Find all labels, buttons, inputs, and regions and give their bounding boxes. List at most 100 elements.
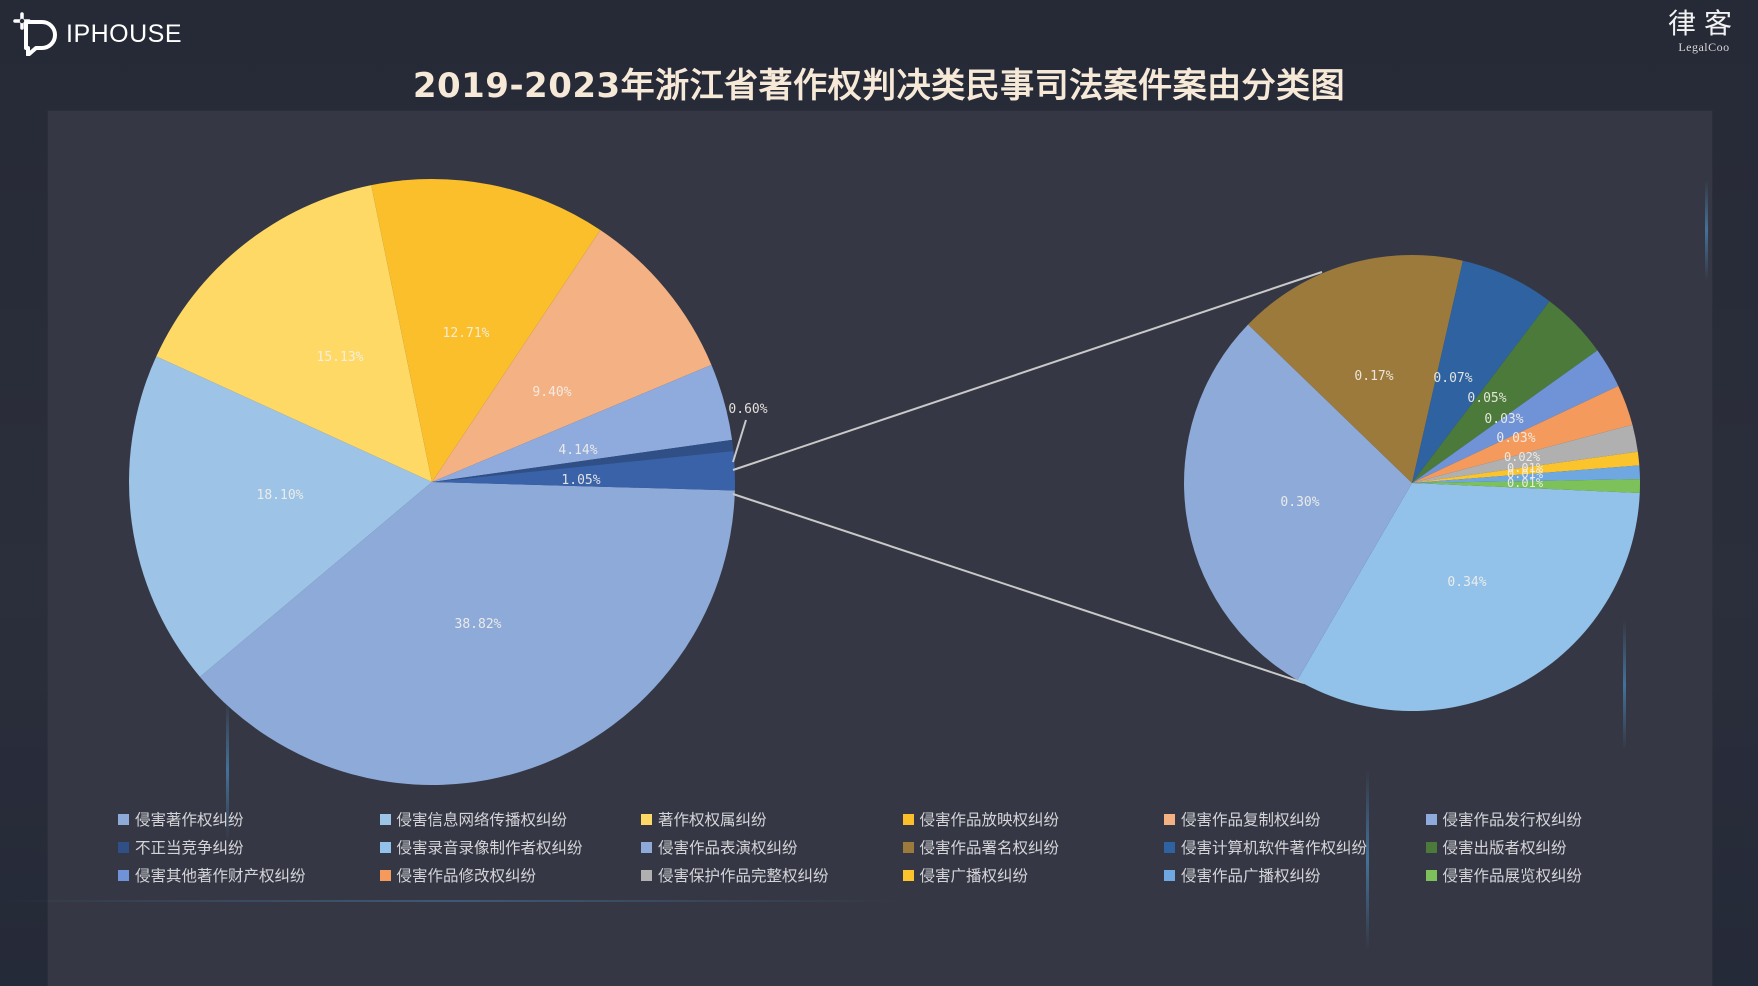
legend-item: 侵害作品放映权纠纷 (902, 808, 1165, 830)
legend-label: 侵害作品发行权纠纷 (1442, 811, 1583, 829)
legend-swatch (902, 841, 914, 853)
legend-swatch (379, 841, 391, 853)
legend-item: 侵害作品复制权纠纷 (1164, 808, 1426, 830)
legend-label: 不正当竞争纠纷 (135, 839, 244, 857)
decorative-glow-line (226, 700, 229, 840)
legend-item: 侵害其他著作财产权纠纷 (118, 864, 380, 886)
legend-label: 侵害广播权纠纷 (919, 867, 1029, 885)
legend-swatch (118, 869, 129, 881)
legend-label: 侵害保护作品完整权纠纷 (658, 867, 829, 885)
slice-label: 38.82% (455, 617, 502, 632)
slice-label: 0.07% (1433, 371, 1472, 386)
legend-label: 侵害出版者权纠纷 (1442, 839, 1567, 857)
legend-swatch (641, 869, 652, 881)
legend-item: 侵害作品修改权纠纷 (379, 864, 642, 886)
legend-item: 侵害计算机软件著作权纠纷 (1164, 836, 1426, 858)
legend-item: 侵害作品署名权纠纷 (902, 836, 1165, 858)
slice-label: 0.01% (1507, 461, 1544, 475)
legend-label: 著作权权属纠纷 (658, 811, 767, 829)
secondary-pie-slice (1184, 324, 1412, 681)
slice-label: 0.03% (1496, 431, 1535, 446)
legend-swatch (118, 813, 129, 825)
decorative-glow-line (1366, 770, 1369, 950)
legend-swatch (1164, 813, 1175, 825)
secondary-pie-slice (1412, 479, 1640, 493)
legend-item: 侵害作品广播权纠纷 (1164, 864, 1426, 886)
iphouse-logo: IPHOUSE (12, 12, 182, 56)
decorative-glow-line (0, 900, 900, 902)
pie-slice (432, 364, 733, 482)
legend-item: 著作权权属纠纷 (641, 808, 903, 830)
brand-cn: 律客 (1667, 7, 1740, 40)
slice-label: 0.34% (1447, 575, 1486, 590)
chart-legend: 侵害著作权纠纷 侵害信息网络传播权纠纷 著作权权属纠纷 侵害作品放映权纠纷 侵害作品复制… (118, 808, 1678, 886)
legend-label: 侵害作品展览权纠纷 (1442, 867, 1583, 885)
legend-label: 侵害作品广播权纠纷 (1181, 867, 1321, 885)
legend-item: 侵害保护作品完整权纠纷 (641, 864, 903, 886)
legend-swatch (902, 869, 914, 881)
decorative-glow-line (1705, 180, 1708, 280)
legend-item: 侵害录音录像制作者权纠纷 (379, 836, 642, 858)
pie-slice (432, 230, 712, 482)
legend-label: 侵害作品表演权纠纷 (658, 839, 798, 857)
legend-item: 侵害著作权纠纷 (118, 808, 380, 830)
legend-item: 不正当竞争纠纷 (118, 836, 380, 858)
slice-label: 0.60% (728, 402, 767, 417)
secondary-pie-slice (1412, 424, 1638, 483)
decorative-glow-line (1623, 620, 1626, 750)
slice-label: 12.71% (443, 326, 490, 341)
legend-swatch (1425, 869, 1437, 881)
secondary-pie (1184, 254, 1640, 711)
legend-item: 侵害出版者权纠纷 (1425, 836, 1688, 858)
legend-label: 侵害其他著作财产权纠纷 (135, 867, 306, 885)
pie-slice (432, 451, 735, 491)
legend-item: 侵害广播权纠纷 (902, 864, 1165, 886)
legend-swatch (641, 813, 652, 825)
slice-label: 0.01% (1507, 467, 1544, 481)
legend-label: 侵害信息网络传播权纠纷 (396, 811, 568, 829)
main-pie (129, 179, 735, 785)
slice-label: 15.13% (317, 350, 364, 365)
slice-label: 4.14% (558, 443, 597, 458)
pie-slice (129, 356, 432, 677)
legend-swatch (902, 813, 914, 825)
slice-label: 18.10% (257, 488, 304, 503)
pie-slice (156, 185, 432, 482)
brand-en: LegalCoo (1678, 40, 1730, 54)
legend-item: 侵害作品表演权纠纷 (641, 836, 903, 858)
secondary-pie-slice (1297, 483, 1640, 711)
legend-item: 侵害作品展览权纠纷 (1425, 864, 1688, 886)
legend-swatch (1425, 813, 1437, 825)
pie-slice (371, 179, 601, 483)
slice-label: 1.05% (561, 473, 600, 488)
legend-swatch (641, 841, 652, 853)
legend-item: 侵害信息网络传播权纠纷 (379, 808, 642, 830)
slice-label: 0.03% (1484, 412, 1523, 427)
legalcoo-brand: 律客 LegalCoo (1668, 8, 1740, 55)
legend-label: 侵害作品修改权纠纷 (396, 867, 537, 885)
legend-swatch (1164, 869, 1175, 881)
legend-item: 侵害作品发行权纠纷 (1425, 808, 1688, 830)
secondary-pie-slice (1412, 451, 1640, 483)
legend-label: 侵害作品复制权纠纷 (1181, 811, 1321, 829)
legend-swatch (1164, 841, 1175, 853)
slice-label: 0.30% (1280, 495, 1319, 510)
secondary-pie-slice (1412, 385, 1633, 483)
legend-swatch (379, 869, 391, 881)
secondary-pie-slice (1412, 465, 1640, 483)
pie-slice (432, 439, 734, 482)
logo-text: IPHOUSE (66, 19, 183, 48)
pie-slice (199, 482, 735, 785)
secondary-pie-slice (1412, 350, 1619, 483)
legend-label: 侵害计算机软件著作权纠纷 (1181, 839, 1368, 857)
connector-lines (732, 271, 1323, 684)
legend-label: 侵害作品放映权纠纷 (919, 811, 1060, 829)
slice-label: 0.05% (1467, 391, 1506, 406)
slice-labels: 38.82% 18.10% 15.13% 12.71% 9.40% 4.14% 0.60% 1… (257, 326, 1544, 632)
secondary-pie-slice (1412, 301, 1598, 483)
slice-label: 0.02% (1504, 450, 1541, 464)
slice-label: 9.40% (532, 385, 571, 400)
legend-swatch (118, 841, 129, 853)
iphouse-logo-icon (13, 12, 57, 56)
